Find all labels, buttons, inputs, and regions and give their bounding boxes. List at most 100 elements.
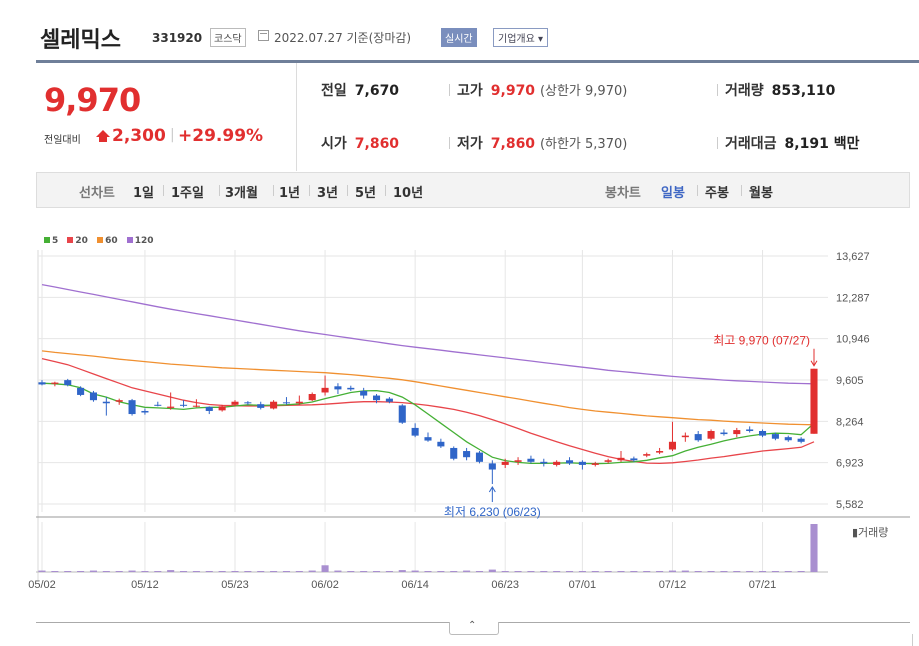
x-tick-label: 05/23: [221, 579, 249, 591]
volume-bar: [746, 571, 754, 572]
stat-low: 저가 7,860 (하한가 5,370): [457, 133, 627, 153]
stat-note: (상한가 9,970): [539, 84, 628, 99]
ma5-line: [41, 382, 815, 465]
volume-bar: [372, 571, 381, 572]
x-tick-label: 06/02: [311, 579, 339, 591]
candle-body: [128, 400, 136, 415]
volume-bar: [437, 571, 445, 572]
volume-bar: [385, 571, 393, 572]
stat-label: 거래량: [725, 83, 764, 99]
volume-bar: [282, 571, 291, 572]
period-10y[interactable]: 10년: [393, 186, 424, 201]
collapse-button[interactable]: ⌃: [449, 620, 499, 635]
period-divider: [219, 185, 220, 196]
stat-label: 시가: [321, 136, 347, 152]
volume-bar: [231, 571, 239, 572]
stats-grid: 전일 7,670 고가 9,970 (상한가 9,970) 거래량 853,110 시…: [297, 63, 919, 171]
price-chart[interactable]: 13,627 12,287 10,946 9,605 8,264 6,923 5,582 05…: [0, 240, 919, 600]
volume-bar: [540, 571, 548, 572]
period-1d[interactable]: 1일: [133, 186, 155, 201]
candle-body: [771, 434, 779, 439]
candle-body: [617, 457, 625, 461]
volume-bar: [141, 571, 149, 572]
candle-daily[interactable]: 일봉: [661, 186, 685, 201]
x-tick-label: 07/12: [659, 579, 687, 591]
volume-bar: [347, 571, 355, 572]
high-annotation-arrowhead: [810, 360, 818, 367]
change-amount: 2,300: [112, 126, 166, 146]
candle-body: [141, 410, 149, 413]
realtime-button[interactable]: 실시간: [441, 28, 477, 47]
volume-bar: [784, 571, 792, 572]
period-3m[interactable]: 3개월: [225, 186, 258, 201]
volume-bar: [38, 570, 46, 572]
chevron-up-icon: ⌃: [468, 620, 477, 631]
candle-body: [77, 387, 85, 395]
period-1y[interactable]: 1년: [279, 186, 301, 201]
x-tick-label: 06/14: [401, 579, 429, 591]
y-tick-label: 9,605: [836, 375, 864, 387]
period-1w[interactable]: 1주일: [171, 186, 204, 201]
volume-bar: [167, 570, 175, 572]
legend-label: 120: [134, 236, 154, 246]
candle-body: [746, 429, 754, 432]
candle-body: [488, 463, 496, 470]
volume-bar: [810, 524, 818, 572]
y-tick-label: 12,287: [836, 292, 870, 304]
volume-bar: [128, 570, 136, 572]
volume-bar: [257, 571, 265, 572]
legend-ma120: 120: [126, 236, 154, 246]
current-price: 9,970: [44, 81, 141, 119]
candle-body: [270, 401, 278, 409]
price-panel: 9,970 전일대비 2,300 | +29.99%: [36, 63, 297, 171]
period-3y[interactable]: 3년: [317, 186, 339, 201]
legend-ma20: 20: [67, 236, 88, 246]
volume-bar: [192, 571, 200, 572]
stock-code: 331920: [152, 31, 203, 45]
x-tick-label: 05/12: [131, 579, 159, 591]
candle-body: [668, 441, 677, 450]
volume-bar: [64, 571, 72, 572]
header-divider: [36, 60, 919, 63]
volume-bar: [797, 571, 805, 572]
candle-body: [411, 427, 419, 436]
stat-label: 전일: [321, 83, 347, 99]
candle-body: [192, 405, 200, 407]
stat-value: 7,860: [354, 136, 400, 152]
period-5y[interactable]: 5년: [355, 186, 377, 201]
candle-body: [591, 463, 599, 465]
stat-value: 9,970: [490, 83, 536, 99]
line-chart-label: 선차트: [79, 186, 115, 201]
market-badge: 코스닥: [210, 28, 246, 47]
volume-bar: [604, 571, 612, 572]
y-tick-label: 13,627: [836, 251, 870, 263]
candle-monthly[interactable]: 월봉: [749, 186, 773, 201]
volume-bar: [758, 571, 767, 572]
stat-value: 853,110: [771, 83, 836, 99]
candle-body: [656, 451, 664, 453]
volume-bar: [102, 571, 110, 572]
legend-label: 5: [52, 236, 59, 246]
change-label: 전일대비: [44, 135, 81, 146]
high-annotation: 최고 9,970 (07/27): [713, 334, 810, 348]
stat-value: 8,191 백만: [784, 136, 860, 152]
company-overview-dropdown[interactable]: 기업개요 ▾: [493, 28, 548, 47]
ma-legend: 5 20 60 120: [44, 236, 160, 246]
candle-divider: [697, 185, 698, 196]
candle-weekly[interactable]: 주봉: [705, 186, 729, 201]
volume-bar: [450, 571, 458, 572]
legend-swatch: [126, 237, 133, 243]
candle-body: [89, 392, 98, 401]
volume-bar: [244, 571, 252, 572]
volume-bar: [179, 571, 188, 572]
candle-body: [102, 401, 110, 404]
candle-body: [630, 458, 638, 461]
volume-bar: [591, 571, 599, 572]
volume-bar: [424, 571, 432, 572]
candle-body: [707, 431, 715, 439]
candle-body: [308, 394, 316, 401]
candle-body: [720, 432, 728, 435]
candle-body: [321, 387, 329, 393]
low-annotation-arrowhead: [488, 486, 496, 493]
y-tick-label: 6,923: [836, 458, 864, 470]
